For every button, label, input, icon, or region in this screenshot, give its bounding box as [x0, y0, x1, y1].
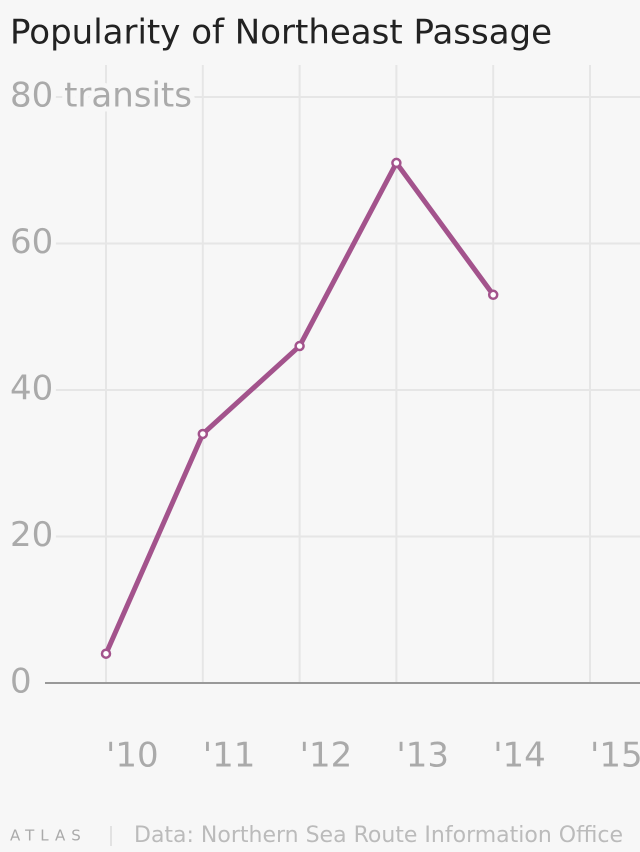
point [100, 648, 112, 659]
y-tick-label: 80 transits [10, 76, 192, 116]
y-tick-label: 60 [10, 222, 53, 262]
point [197, 428, 209, 440]
y-tick-label: 20 [10, 515, 53, 555]
x-tick-label: '12 [300, 736, 353, 776]
x-tick-label: '15 [590, 736, 640, 776]
point [487, 289, 499, 301]
x-tick-label: '14 [493, 736, 546, 776]
x-tick-label: '11 [203, 736, 256, 776]
point [294, 340, 305, 352]
x-tick-label: '10 [106, 736, 159, 776]
logo: ATLAS [10, 827, 87, 845]
point [391, 157, 402, 169]
x-tick-label: '13 [396, 736, 449, 776]
y-tick-label: 40 [10, 369, 53, 409]
chart-title: Popularity of Northeast Passage [10, 13, 552, 53]
source: Data: Northern Sea Route Information Off… [134, 823, 623, 848]
y-tick-label: 0 [10, 662, 32, 702]
